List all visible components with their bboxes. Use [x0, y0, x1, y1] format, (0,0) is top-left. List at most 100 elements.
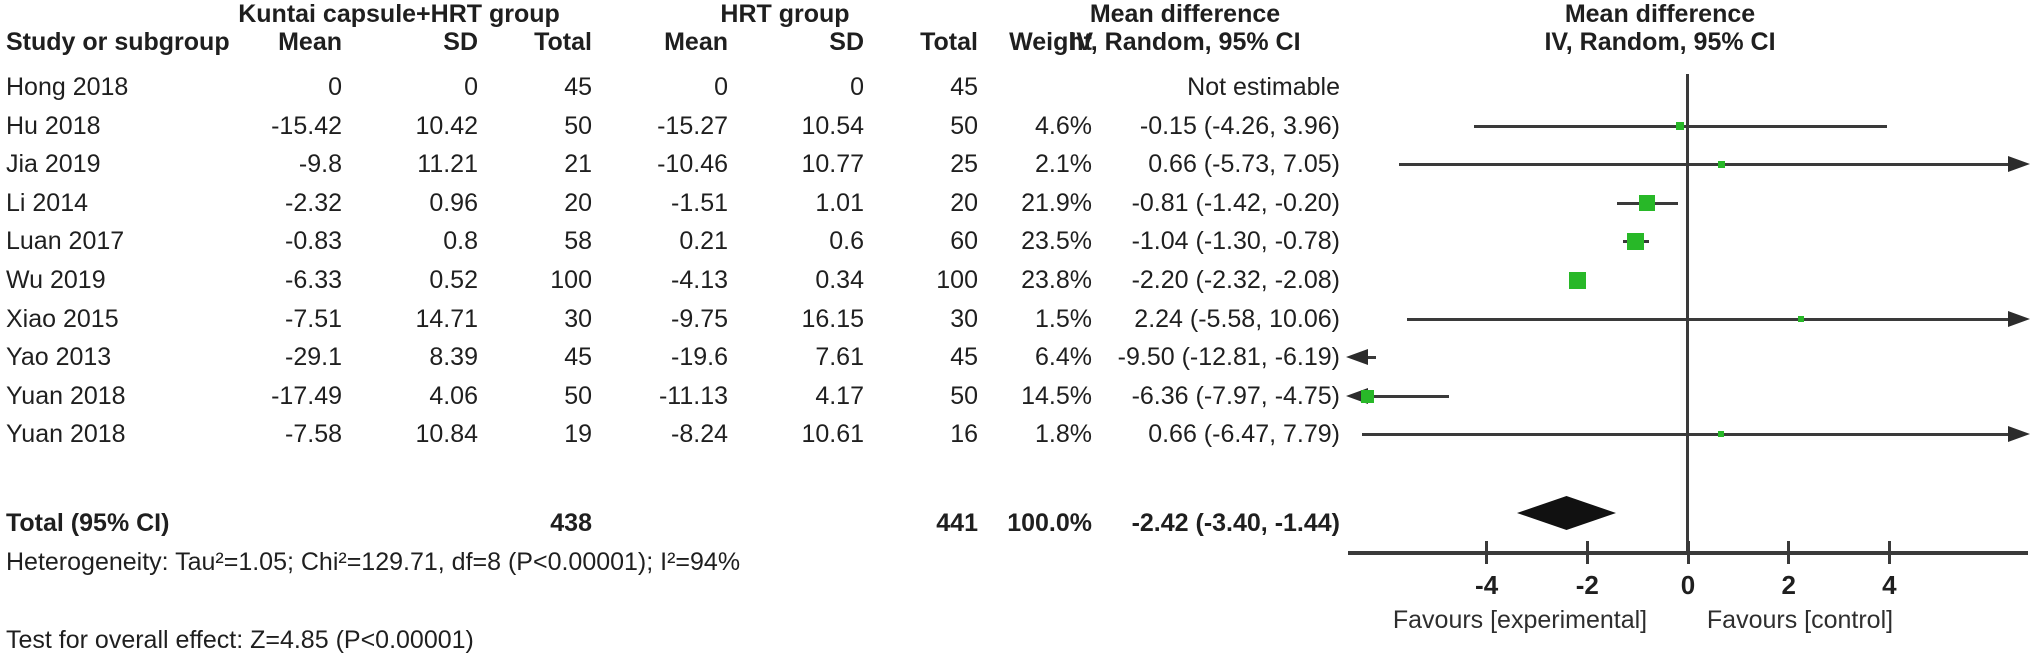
total-row-label: Total (95% CI)	[6, 509, 170, 537]
cell-total1: 45	[564, 343, 592, 371]
cell-mean1: -0.83	[285, 227, 342, 255]
cell-mean2: -4.13	[671, 266, 728, 294]
axis-tick	[1585, 541, 1589, 564]
total-experimental-n: 438	[550, 509, 592, 537]
experimental-group-header: Kuntai capsule+HRT group	[238, 0, 560, 28]
axis-tick	[1887, 541, 1891, 564]
favours-experimental-label: Favours [experimental]	[1392, 606, 1648, 634]
cell-total1: 45	[564, 73, 592, 101]
cell-total2: 50	[950, 382, 978, 410]
cell-weight: 21.9%	[1021, 189, 1092, 217]
cell-study: Wu 2019	[6, 266, 106, 294]
cell-sd2: 0.6	[829, 227, 864, 255]
exp-mean-header: Mean	[278, 28, 342, 56]
weight-column-header: Weight	[1009, 28, 1092, 56]
cell-sd1: 0.96	[429, 189, 478, 217]
ci-line	[1399, 163, 2010, 166]
cell-weight: 4.6%	[1035, 112, 1092, 140]
cell-ci: 2.24 (-5.58, 10.06)	[1134, 305, 1340, 333]
cell-study: Li 2014	[6, 189, 89, 217]
effect-marker	[1639, 195, 1655, 211]
cell-mean2: -1.51	[671, 189, 728, 217]
axis-tick	[1686, 541, 1690, 564]
ci-line	[1362, 433, 2010, 436]
mean-difference-column-header: Mean difference	[1089, 0, 1281, 28]
cell-sd1: 10.84	[415, 420, 478, 448]
cell-mean1: -6.33	[285, 266, 342, 294]
cell-sd2: 0	[850, 73, 864, 101]
effect-marker	[1718, 431, 1724, 437]
cell-mean2: -8.24	[671, 420, 728, 448]
cell-total2: 30	[950, 305, 978, 333]
cell-mean1: -15.42	[271, 112, 342, 140]
cell-mean2: -9.75	[671, 305, 728, 333]
total-weight: 100.0%	[1007, 509, 1092, 537]
zero-effect-line	[1686, 74, 1689, 555]
ctrl-total-header: Total	[920, 28, 978, 56]
ci-column-header: IV, Random, 95% CI	[1069, 28, 1301, 56]
cell-total1: 58	[564, 227, 592, 255]
cell-sd1: 0	[464, 73, 478, 101]
cell-mean1: 0	[328, 73, 342, 101]
cell-sd2: 7.61	[815, 343, 864, 371]
axis-tick-label: -4	[1475, 570, 1499, 600]
effect-marker	[1627, 233, 1644, 250]
effect-marker	[1718, 161, 1725, 168]
exp-sd-header: SD	[443, 28, 478, 56]
axis-tick-label: 2	[1781, 570, 1796, 600]
cell-total1: 30	[564, 305, 592, 333]
cell-mean2: -15.27	[657, 112, 728, 140]
cell-total2: 100	[936, 266, 978, 294]
cell-mean1: -7.58	[285, 420, 342, 448]
cell-study: Yuan 2018	[6, 420, 126, 448]
effect-marker	[1569, 272, 1586, 289]
cell-total1: 50	[564, 382, 592, 410]
cell-sd2: 4.17	[815, 382, 864, 410]
cell-ci: -2.20 (-2.32, -2.08)	[1131, 266, 1340, 294]
ci-line	[1407, 318, 2010, 321]
favours-control-label: Favours [control]	[1706, 606, 1894, 634]
axis-tick-label: -2	[1575, 570, 1599, 600]
cell-mean2: 0.21	[679, 227, 728, 255]
cell-total1: 100	[550, 266, 592, 294]
cell-weight: 14.5%	[1021, 382, 1092, 410]
cell-study: Yuan 2018	[6, 382, 126, 410]
study-column-header: Study or subgroup	[6, 28, 230, 56]
exp-total-header: Total	[534, 28, 592, 56]
cell-mean1: -7.51	[285, 305, 342, 333]
cell-sd2: 10.77	[801, 150, 864, 178]
cell-ci: -1.04 (-1.30, -0.78)	[1131, 227, 1340, 255]
cell-ci: Not estimable	[1187, 73, 1340, 101]
cell-study: Luan 2017	[6, 227, 125, 255]
cell-total2: 25	[950, 150, 978, 178]
cell-sd2: 10.54	[801, 112, 864, 140]
cell-mean2: 0	[714, 73, 728, 101]
cell-weight: 23.5%	[1021, 227, 1092, 255]
cell-weight: 1.5%	[1035, 305, 1092, 333]
cell-total1: 21	[564, 150, 592, 178]
axis-tick	[1485, 541, 1489, 564]
cell-mean2: -10.46	[657, 150, 728, 178]
axis-tick-label: 4	[1882, 570, 1897, 600]
cell-sd1: 0.52	[429, 266, 478, 294]
cell-total2: 16	[950, 420, 978, 448]
control-group-header: HRT group	[720, 0, 850, 28]
cell-study: Yao 2013	[6, 343, 112, 371]
total-control-n: 441	[936, 509, 978, 537]
ci-arrow-right	[2007, 311, 2030, 327]
ci-line	[1366, 356, 1377, 359]
cell-mean1: -29.1	[285, 343, 342, 371]
cell-ci: 0.66 (-5.73, 7.05)	[1148, 150, 1340, 178]
cell-sd2: 10.61	[801, 420, 864, 448]
cell-total2: 45	[950, 73, 978, 101]
cell-sd1: 8.39	[429, 343, 478, 371]
cell-sd2: 0.34	[815, 266, 864, 294]
ci-arrow-left	[1346, 349, 1369, 365]
cell-ci: 0.66 (-6.47, 7.79)	[1148, 420, 1340, 448]
cell-total1: 50	[564, 112, 592, 140]
cell-mean1: -17.49	[271, 382, 342, 410]
cell-total2: 50	[950, 112, 978, 140]
cell-mean2: -19.6	[671, 343, 728, 371]
cell-mean1: -2.32	[285, 189, 342, 217]
